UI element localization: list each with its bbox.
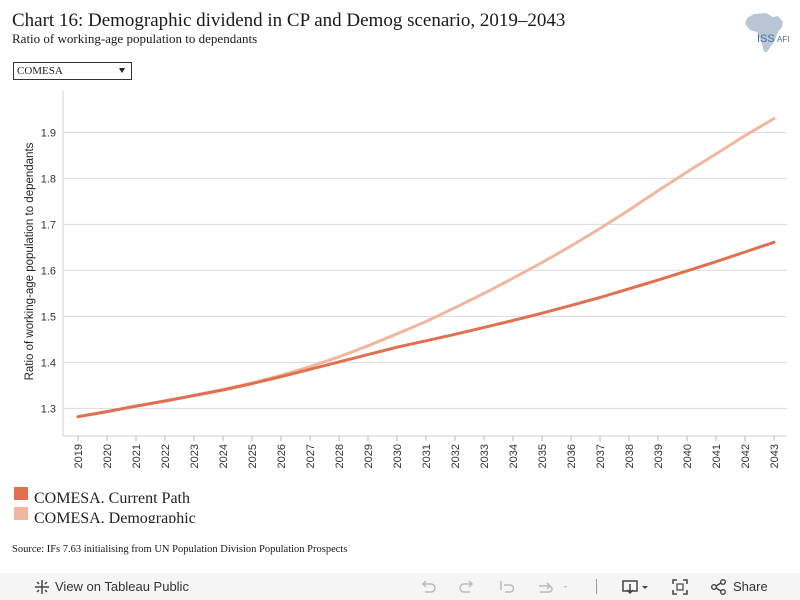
logo-text-small: AFI (777, 35, 789, 44)
view-on-tableau-label: View on Tableau Public (55, 579, 189, 594)
legend-swatch-demographic (14, 507, 28, 520)
iss-africa-logo: ISS AFI (745, 13, 789, 52)
legend: COMESA. Current Path COMESA. Demographic (14, 485, 314, 523)
x-tick-label: 2042 (740, 444, 752, 468)
series-line-current-path (76, 240, 776, 419)
tableau-toolbar: View on Tableau Public Share (0, 573, 800, 600)
x-tick-label: 2040 (682, 444, 694, 468)
y-tick-label: 1.6 (41, 265, 56, 277)
chevron-down-icon (119, 68, 125, 73)
x-tick-label: 2029 (363, 444, 375, 468)
line-chart: 1.3 1.4 1.5 1.6 1.7 1.8 1.9 2019 2020 2021 2022 202… (24, 91, 787, 468)
y-tick-label: 1.7 (41, 219, 56, 231)
x-tick-label: 2022 (160, 444, 172, 468)
logo-text: ISS (757, 33, 775, 45)
legend-item-current-path[interactable]: COMESA. Current Path (14, 485, 314, 507)
legend-label-current-path: COMESA. Current Path (34, 490, 190, 507)
y-tick-label: 1.5 (41, 311, 56, 323)
y-tick-label: 1.9 (41, 127, 56, 139)
x-tick-label: 2027 (305, 444, 317, 468)
legend-swatch-current-path (14, 487, 28, 500)
toolbar-separator (596, 579, 597, 594)
x-tick-label: 2038 (624, 444, 636, 468)
legend-item-demographic[interactable]: COMESA. Demographic (14, 505, 314, 523)
x-tick-label: 2021 (131, 444, 143, 468)
chart-subtitle: Ratio of working-age population to depen… (12, 31, 258, 46)
x-tick-label: 2030 (392, 444, 404, 468)
x-tick-label: 2032 (450, 444, 462, 468)
y-tick-label: 1.3 (41, 403, 56, 415)
legend-label-demographic: COMESA. Demographic (34, 510, 196, 524)
x-tick-label: 2039 (653, 444, 665, 468)
share-label: Share (733, 579, 768, 594)
series-line-demographic (76, 117, 776, 419)
x-tick-label: 2043 (769, 444, 781, 468)
x-tick-label: 2026 (276, 444, 288, 468)
x-tick-label: 2031 (421, 444, 433, 468)
x-tick-label: 2036 (566, 444, 578, 468)
region-filter-dropdown[interactable]: COMESA (13, 62, 132, 80)
y-tick-label: 1.8 (41, 173, 56, 185)
revert-icon[interactable] (498, 578, 516, 596)
x-tick-label: 2041 (711, 444, 723, 468)
x-tick-label: 2024 (218, 444, 230, 468)
x-tick-label: 2033 (479, 444, 491, 468)
chart-title: Chart 16: Demographic dividend in CP and… (12, 10, 566, 31)
source-note: Source: IFs 7.63 initialising from UN Po… (12, 544, 348, 555)
undo-icon[interactable] (419, 578, 437, 596)
tableau-logo-icon (35, 580, 49, 594)
redo-icon[interactable] (458, 578, 476, 596)
refresh-dropdown-icon[interactable] (536, 578, 570, 596)
x-tick-label: 2023 (189, 444, 201, 468)
x-tick-label: 2019 (73, 444, 85, 468)
dropdown-selected-value: COMESA (17, 65, 63, 77)
x-tick-label: 2028 (334, 444, 346, 468)
x-tick-label: 2025 (247, 444, 259, 468)
y-tick-label: 1.4 (41, 357, 56, 369)
fullscreen-icon[interactable] (671, 578, 689, 596)
x-tick-label: 2020 (102, 444, 114, 468)
download-icon[interactable] (621, 578, 651, 596)
x-tick-label: 2037 (595, 444, 607, 468)
share-icon (711, 579, 726, 595)
y-axis-title: Ratio of working-age population to depen… (24, 142, 36, 380)
x-tick-label: 2035 (537, 444, 549, 468)
x-tick-label: 2034 (508, 444, 520, 468)
